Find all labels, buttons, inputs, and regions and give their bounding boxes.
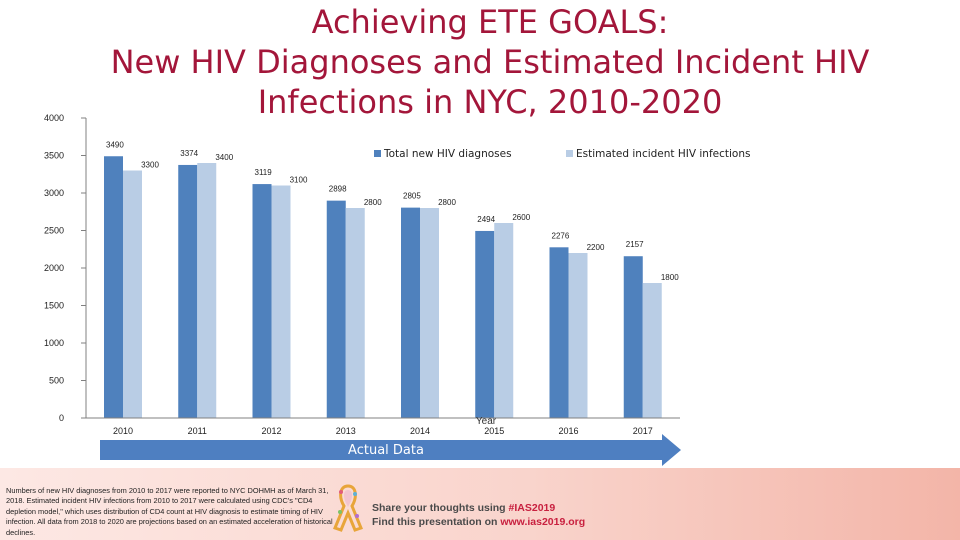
- legend-swatch: [374, 150, 381, 157]
- bar: [345, 208, 365, 418]
- x-tick-label: 2010: [113, 426, 133, 436]
- data-label: 2800: [364, 198, 382, 207]
- x-tick-label: 2017: [633, 426, 653, 436]
- bar: [623, 256, 643, 418]
- bar-chart: 0 500 1000 1500 2000 2500 3000 3500 4000 3490 330…: [44, 113, 750, 466]
- y-tick-label: 4000: [44, 113, 64, 123]
- legend-swatch: [566, 150, 573, 157]
- title-line-2: New HIV Diagnoses and Estimated Incident…: [110, 43, 870, 81]
- y-tick-label: 0: [59, 413, 64, 423]
- y-axis: 0 500 1000 1500 2000 2500 3000 3500 4000: [44, 113, 87, 423]
- data-label: 2600: [512, 213, 530, 222]
- data-label: 2805: [403, 192, 421, 201]
- bar: [271, 185, 291, 418]
- share-box: Share your thoughts using #IAS2019 Find …: [372, 501, 585, 529]
- data-label: 2800: [438, 198, 456, 207]
- x-tick-label: 2011: [188, 426, 207, 436]
- legend-label: Total new HIV diagnoses: [383, 148, 512, 160]
- bar: [568, 253, 588, 418]
- x-tick-label: 2013: [336, 426, 356, 436]
- footnote: Numbers of new HIV diagnoses from 2010 t…: [6, 486, 333, 537]
- data-label: 3374: [180, 149, 198, 158]
- bars-group: [104, 156, 662, 418]
- x-axis-title-partial: Year: [476, 416, 497, 427]
- data-label: 3300: [141, 161, 159, 170]
- x-tick-label: 2012: [261, 426, 281, 436]
- data-label: 1800: [661, 273, 679, 282]
- y-tick-label: 1500: [44, 301, 64, 311]
- slide-title: Achieving ETE GOALS: New HIV Diagnoses a…: [40, 2, 940, 122]
- data-label: 2157: [626, 240, 644, 249]
- bar: [104, 156, 123, 418]
- actual-data-arrow: Actual Data: [100, 434, 681, 466]
- bar: [178, 164, 198, 418]
- bar: [494, 223, 514, 418]
- awareness-ribbon-icon: [333, 484, 363, 532]
- legend-label: Estimated incident HIV infections: [576, 148, 750, 160]
- y-tick-label: 500: [49, 376, 64, 386]
- bar: [475, 230, 495, 418]
- bar: [123, 170, 142, 418]
- x-tick-label: 2014: [410, 426, 430, 436]
- data-label: 2200: [587, 243, 605, 252]
- arrow-head: [662, 434, 681, 466]
- y-tick-label: 1000: [44, 338, 64, 348]
- y-tick-label: 3500: [44, 151, 64, 161]
- bar: [420, 208, 439, 418]
- y-tick-label: 2500: [44, 226, 64, 236]
- legend: Total new HIV diagnoses Estimated inciden…: [374, 148, 750, 160]
- share-url[interactable]: www.ias2019.org: [500, 516, 586, 528]
- data-label: 3400: [215, 153, 233, 162]
- bar: [197, 163, 217, 418]
- title-line-3: Infections in NYC, 2010-2020: [257, 83, 723, 121]
- arrow-body: [100, 440, 662, 460]
- share-line-2: Find this presentation on www.ias2019.or…: [372, 515, 585, 529]
- data-label: 3100: [290, 176, 308, 185]
- footer-band: [0, 468, 960, 540]
- bar: [549, 247, 569, 418]
- y-tick-label: 3000: [44, 188, 64, 198]
- x-tick-label: 2016: [558, 426, 578, 436]
- data-label: 2494: [477, 215, 495, 224]
- bar: [326, 200, 346, 418]
- value-labels-group: 3490 3300 3374 3400 3119 3100 2898 2800 2805 2800…: [106, 140, 679, 282]
- share-line-1-prefix: Share your thoughts using: [372, 502, 509, 514]
- bar: [642, 283, 662, 418]
- share-hashtag: #IAS2019: [508, 502, 556, 514]
- share-line-1: Share your thoughts using #IAS2019: [372, 501, 585, 515]
- share-line-2-prefix: Find this presentation on: [372, 516, 501, 528]
- data-label: 3490: [106, 140, 124, 149]
- title-line-1: Achieving ETE GOALS:: [311, 3, 669, 41]
- bar: [252, 184, 272, 418]
- bar: [401, 207, 420, 418]
- arrow-label: Actual Data: [348, 443, 424, 458]
- data-label: 2898: [329, 185, 347, 194]
- x-axis: 2010 2011 2012 2013 2014 2015 2016 2017: [86, 417, 680, 436]
- x-tick-label: 2015: [484, 426, 504, 436]
- data-label: 2276: [552, 231, 570, 240]
- y-tick-label: 2000: [44, 263, 64, 273]
- data-label: 3119: [255, 168, 273, 177]
